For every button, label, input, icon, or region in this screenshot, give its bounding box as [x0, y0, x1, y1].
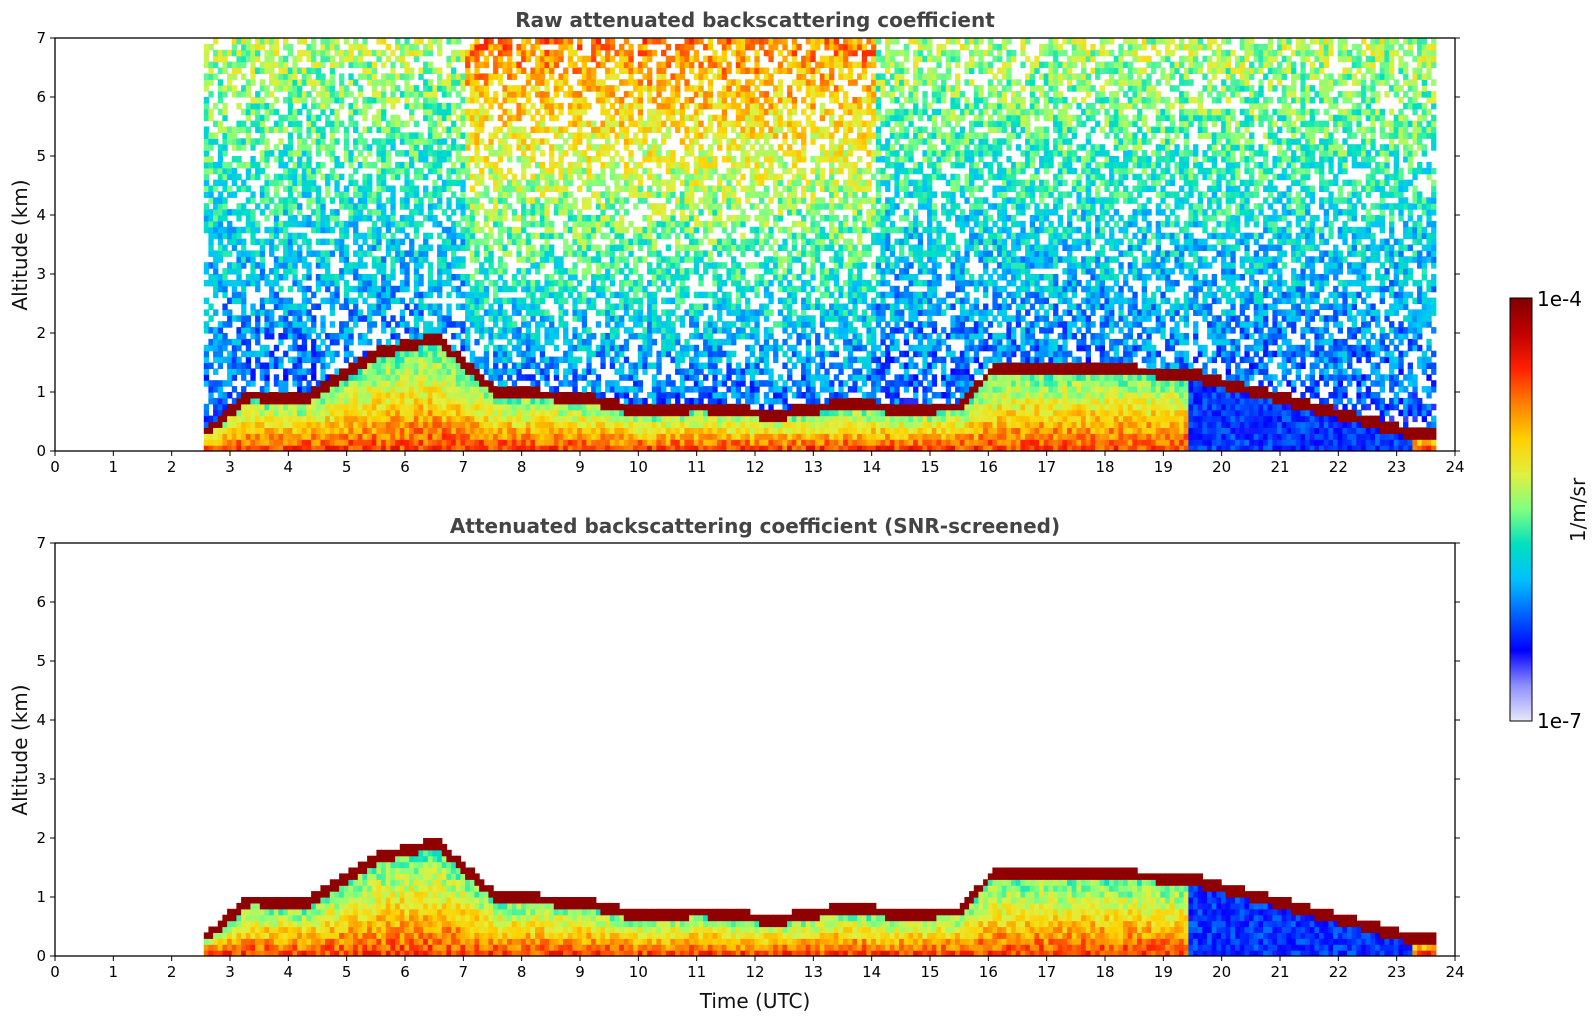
x-tick-label: 22 — [1329, 963, 1348, 981]
x-tick-label: 2 — [167, 458, 177, 476]
x-tick-label: 1 — [109, 458, 119, 476]
x-tick-label: 17 — [1037, 458, 1056, 476]
x-tick-label: 11 — [687, 963, 706, 981]
x-tick-label: 15 — [920, 963, 939, 981]
x-tick-label: 15 — [920, 458, 939, 476]
x-tick-label: 1 — [109, 963, 119, 981]
x-tick-label: 13 — [804, 458, 823, 476]
x-tick-label: 2 — [167, 963, 177, 981]
y-tick-label: 1 — [36, 383, 46, 401]
x-tick-label: 24 — [1445, 458, 1464, 476]
y-tick-label: 7 — [36, 29, 46, 47]
x-tick-label: 5 — [342, 458, 352, 476]
x-tick-label: 8 — [517, 458, 527, 476]
colorbar-unit-label: 1/m/sr — [1566, 477, 1590, 542]
x-tick-label: 18 — [1095, 963, 1114, 981]
chart-title-snr: Attenuated backscattering coefficient (S… — [450, 514, 1060, 538]
x-tick-label: 21 — [1270, 458, 1289, 476]
x-tick-label: 22 — [1329, 458, 1348, 476]
x-tick-label: 24 — [1445, 963, 1464, 981]
x-tick-label: 5 — [342, 963, 352, 981]
heatmap-snr — [203, 838, 1437, 956]
y-axis-raw: 0 1 2 3 4 5 6 7 — [36, 29, 1460, 460]
x-tick-label: 14 — [862, 458, 881, 476]
x-axis-raw: 0 1 2 3 4 5 6 7 8 9 10 11 12 13 14 15 16 17 18 19 20 21 22 23 24 — [50, 451, 1465, 476]
x-tick-label: 6 — [400, 458, 410, 476]
y-axis-snr: 0 1 2 3 4 5 6 7 — [36, 534, 1460, 965]
colorbar-max-label: 1e-4 — [1537, 287, 1582, 311]
x-axis-label: Time (UTC) — [699, 989, 811, 1013]
colorbar: 1e-4 1e-7 1/m/sr — [1509, 287, 1590, 733]
x-tick-label: 6 — [400, 963, 410, 981]
y-tick-label: 3 — [36, 770, 46, 788]
heatmap-raw — [203, 38, 1437, 451]
x-tick-label: 23 — [1387, 963, 1406, 981]
chart-title-raw: Raw attenuated backscattering coefficien… — [515, 8, 995, 32]
x-tick-label: 4 — [284, 458, 294, 476]
y-tick-label: 0 — [36, 947, 46, 965]
y-tick-label: 2 — [36, 829, 46, 847]
colorbar-gradient — [1509, 297, 1533, 722]
x-tick-label: 0 — [50, 458, 60, 476]
y-tick-label: 2 — [36, 324, 46, 342]
y-tick-label: 3 — [36, 265, 46, 283]
y-tick-label: 1 — [36, 888, 46, 906]
y-axis-label-raw: Altitude (km) — [8, 179, 32, 310]
x-tick-label: 4 — [284, 963, 294, 981]
x-tick-label: 3 — [225, 963, 235, 981]
panel-snr: Attenuated backscattering coefficient (S… — [8, 514, 1465, 1013]
x-tick-label: 7 — [459, 963, 469, 981]
x-tick-label: 10 — [629, 458, 648, 476]
y-axis-label-snr: Altitude (km) — [8, 684, 32, 815]
x-tick-label: 20 — [1212, 963, 1231, 981]
x-tick-label: 12 — [745, 458, 764, 476]
x-tick-label: 9 — [575, 458, 585, 476]
x-tick-label: 16 — [979, 458, 998, 476]
x-tick-label: 3 — [225, 458, 235, 476]
x-tick-label: 12 — [745, 963, 764, 981]
x-tick-label: 21 — [1270, 963, 1289, 981]
x-axis-snr: 0 1 2 3 4 5 6 7 8 9 10 11 12 13 14 15 16 17 18 19 20 21 22 23 24 — [50, 956, 1465, 981]
y-tick-label: 5 — [36, 147, 46, 165]
y-tick-label: 6 — [36, 593, 46, 611]
x-tick-label: 0 — [50, 963, 60, 981]
x-tick-label: 13 — [804, 963, 823, 981]
x-tick-label: 19 — [1154, 458, 1173, 476]
y-tick-label: 7 — [36, 534, 46, 552]
y-tick-label: 6 — [36, 88, 46, 106]
x-tick-label: 7 — [459, 458, 469, 476]
x-tick-label: 17 — [1037, 963, 1056, 981]
x-tick-label: 16 — [979, 963, 998, 981]
y-tick-label: 4 — [36, 206, 46, 224]
x-tick-label: 10 — [629, 963, 648, 981]
colorbar-min-label: 1e-7 — [1537, 709, 1582, 733]
x-tick-label: 19 — [1154, 963, 1173, 981]
x-tick-label: 18 — [1095, 458, 1114, 476]
y-tick-label: 0 — [36, 442, 46, 460]
x-tick-label: 23 — [1387, 458, 1406, 476]
panel-raw: Raw attenuated backscattering coefficien… — [8, 8, 1465, 476]
x-tick-label: 8 — [517, 963, 527, 981]
y-tick-label: 4 — [36, 711, 46, 729]
x-tick-label: 11 — [687, 458, 706, 476]
y-tick-label: 5 — [36, 652, 46, 670]
x-tick-label: 14 — [862, 963, 881, 981]
x-tick-label: 20 — [1212, 458, 1231, 476]
x-tick-label: 9 — [575, 963, 585, 981]
